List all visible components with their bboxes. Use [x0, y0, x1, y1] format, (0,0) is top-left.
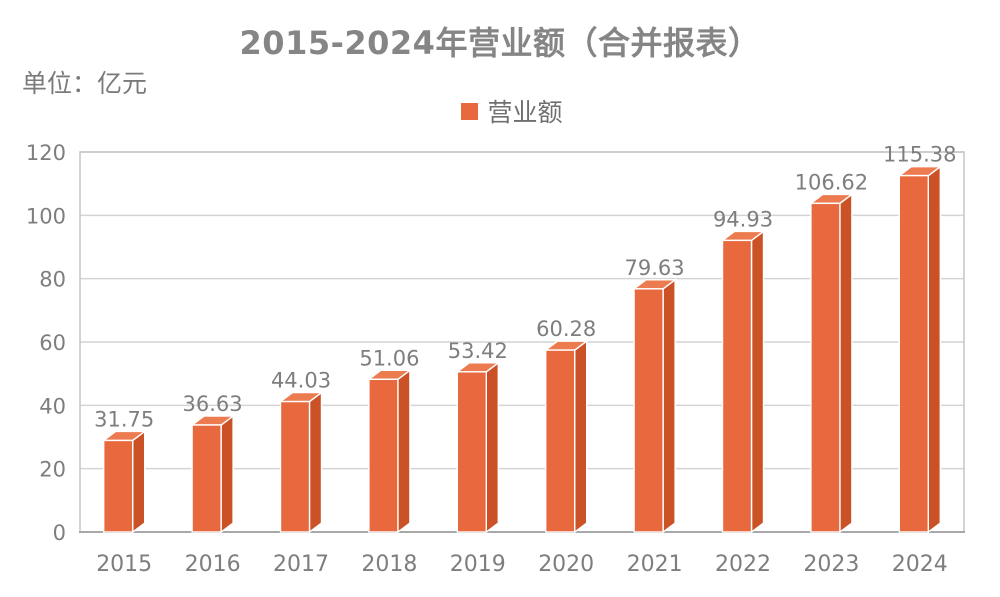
bar-value-label: 115.38 — [883, 143, 956, 167]
bar-2021: 79.63 — [625, 256, 685, 534]
legend: 营业额 — [12, 93, 1000, 129]
bar-side-face — [662, 278, 676, 534]
bar-front-face — [279, 400, 311, 533]
bar-value-label: 31.75 — [94, 407, 154, 431]
bar-2020: 60.28 — [536, 317, 596, 534]
bar-side-face — [485, 361, 499, 534]
bar-front-face — [368, 378, 399, 533]
y-tick-label: 0 — [53, 521, 66, 545]
bar-value-label: 36.63 — [183, 392, 243, 416]
x-tick-label: 2016 — [185, 552, 241, 577]
bar-2023: 106.62 — [795, 170, 868, 534]
bar-front-face — [102, 439, 134, 533]
bar-2017: 44.03 — [271, 369, 331, 534]
bar-side-face — [220, 414, 234, 534]
chart-title: 2015-2024年营业额（合并报表） — [239, 24, 761, 62]
bar-2016: 36.63 — [183, 392, 243, 534]
bar-front-face — [545, 349, 576, 533]
bar-2024: 115.38 — [883, 143, 957, 534]
bar-2022: 94.93 — [713, 207, 773, 534]
bar-value-label: 53.42 — [448, 339, 508, 363]
bar-value-label: 60.28 — [536, 317, 596, 341]
x-tick-label: 2021 — [627, 552, 683, 577]
legend-label: 营业额 — [487, 98, 563, 127]
bar-value-label: 51.06 — [359, 346, 419, 370]
x-tick-label: 2020 — [538, 552, 594, 577]
bar-side-face — [308, 391, 323, 534]
bar-front-face — [191, 424, 222, 533]
bar-side-face — [397, 368, 411, 534]
y-tick-label: 120 — [26, 141, 66, 165]
y-tick-label: 60 — [39, 331, 66, 355]
unit-label: 单位：亿元 — [22, 69, 148, 98]
bar-front-face — [721, 239, 753, 533]
y-tick-label: 40 — [39, 394, 66, 418]
bar-side-face — [750, 229, 765, 534]
bar-side-face — [927, 165, 941, 534]
bar-value-label: 44.03 — [271, 369, 331, 393]
bar-2019: 53.42 — [448, 339, 508, 534]
bar-front-face — [633, 288, 664, 533]
bar-2018: 51.06 — [359, 346, 419, 534]
x-tick-label: 2015 — [96, 552, 152, 577]
bar-value-label: 106.62 — [795, 170, 868, 194]
legend-swatch-icon — [461, 102, 479, 120]
x-tick-label: 2024 — [892, 552, 948, 577]
x-tick-label: 2019 — [450, 552, 506, 577]
x-tick-label: 2022 — [715, 552, 771, 577]
bar-front-face — [810, 202, 841, 533]
bar-front-face — [898, 174, 929, 533]
bar-side-face — [839, 192, 853, 534]
bar-2015: 31.75 — [94, 407, 154, 534]
x-tick-label: 2018 — [361, 552, 417, 577]
bar-front-face — [456, 371, 487, 533]
y-tick-label: 80 — [39, 268, 66, 292]
y-tick-label: 100 — [26, 204, 66, 228]
bar-side-face — [131, 430, 146, 534]
y-tick-label: 20 — [39, 458, 66, 482]
x-tick-label: 2017 — [273, 552, 329, 577]
x-tick-label: 2023 — [803, 552, 859, 577]
bar-value-label: 94.93 — [713, 207, 773, 231]
bar-chart-plot: 0 20 40 60 80 100 120 31.75 2015 36.63 2016 44.03 20… — [26, 141, 965, 577]
bar-side-face — [574, 339, 588, 534]
bar-value-label: 79.63 — [625, 256, 685, 280]
